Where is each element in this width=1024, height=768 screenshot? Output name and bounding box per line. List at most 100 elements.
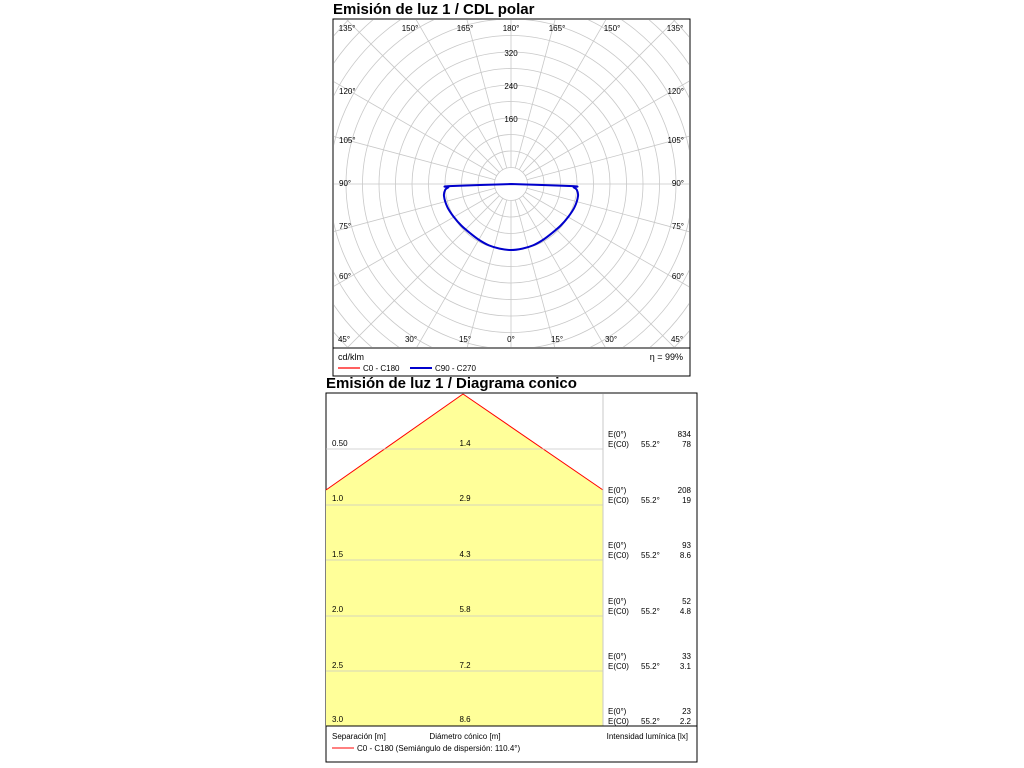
- polar-spoke: [334, 136, 496, 181]
- cone-edge-left: [325, 393, 464, 491]
- polar-spoke: [525, 80, 689, 177]
- polar-spoke: [514, 20, 556, 169]
- radial-label: 320: [504, 49, 518, 58]
- top-angle-label: 150°: [604, 24, 621, 33]
- diameter-value: 1.4: [459, 439, 471, 448]
- right-angle-label: 75°: [672, 222, 684, 231]
- e0-value: 834: [678, 430, 692, 439]
- cone-title: Emisión de luz 1 / Diagrama conico: [326, 375, 577, 392]
- diameter-value: 4.3: [459, 550, 471, 559]
- polar-efficiency: η = 99%: [650, 352, 683, 362]
- ec0-value: 8.6: [680, 551, 692, 560]
- top-angle-label: 150°: [402, 24, 419, 33]
- polar-spoke: [522, 20, 676, 173]
- right-angle-label: 90°: [672, 179, 684, 188]
- e0-label: E(0°): [608, 652, 627, 661]
- e0-label: E(0°): [608, 541, 627, 550]
- polar-spoke: [522, 195, 675, 347]
- polar-spoke: [525, 191, 689, 288]
- bottom-angle-label: 0°: [507, 335, 515, 344]
- diameter-value: 7.2: [459, 661, 471, 670]
- diameter-axis-label: Diámetro cónico [m]: [429, 732, 500, 741]
- top-angle-label: 180°: [503, 24, 520, 33]
- polar-spoke: [334, 81, 497, 177]
- bottom-angle-label: 30°: [605, 335, 617, 344]
- diameter-value: 5.8: [459, 605, 471, 614]
- e0-value: 93: [682, 541, 691, 550]
- spread-angle: 55.2°: [641, 717, 660, 726]
- top-angle-label: 135°: [667, 24, 684, 33]
- polar-spoke: [334, 191, 497, 287]
- polar-spoke: [466, 199, 508, 347]
- lux-axis-label: Intensidad lumínica [lx]: [607, 732, 688, 741]
- spread-angle: 55.2°: [641, 662, 660, 671]
- bottom-angle-label: 15°: [551, 335, 563, 344]
- curve-c90-c270: [442, 183, 580, 252]
- left-angle-label: 105°: [339, 136, 356, 145]
- separation-value: 3.0: [332, 715, 344, 724]
- radial-label: 240: [504, 82, 518, 91]
- polar-title: Emisión de luz 1 / CDL polar: [333, 1, 535, 18]
- bottom-angle-label: 45°: [338, 335, 350, 344]
- separation-value: 2.0: [332, 605, 344, 614]
- bottom-angle-label: 15°: [459, 335, 471, 344]
- cone-legend-label: C0 - C180 (Semiángulo de dispersión: 110…: [357, 744, 520, 753]
- legend-label-c90: C90 - C270: [435, 364, 476, 373]
- polar-spoke: [415, 20, 504, 170]
- polar-spoke: [526, 135, 689, 181]
- top-angle-label: 165°: [549, 24, 566, 33]
- spread-angle: 55.2°: [641, 607, 660, 616]
- left-angle-label: 75°: [339, 222, 351, 231]
- right-angle-label: 120°: [667, 87, 684, 96]
- separation-value: 1.0: [332, 494, 344, 503]
- cone-edge-right: [462, 393, 604, 491]
- top-angle-label: 165°: [457, 24, 474, 33]
- e0-label: E(0°): [608, 430, 627, 439]
- diameter-value: 2.9: [459, 494, 471, 503]
- ec0-value: 78: [682, 440, 691, 449]
- polar-unit: cd/klm: [338, 352, 364, 362]
- e0-value: 208: [678, 486, 692, 495]
- ec0-label: E(C0): [608, 607, 629, 616]
- bottom-angle-label: 30°: [405, 335, 417, 344]
- polar-spoke: [466, 20, 508, 169]
- left-angle-label: 120°: [339, 87, 356, 96]
- ec0-label: E(C0): [608, 551, 629, 560]
- polar-spoke: [514, 199, 556, 347]
- ec0-value: 3.1: [680, 662, 692, 671]
- e0-value: 52: [682, 597, 691, 606]
- spread-angle: 55.2°: [641, 551, 660, 560]
- ec0-value: 19: [682, 496, 691, 505]
- polar-spoke: [346, 20, 500, 173]
- right-angle-label: 60°: [672, 272, 684, 281]
- e0-value: 23: [682, 707, 691, 716]
- right-angle-label: 105°: [667, 136, 684, 145]
- ec0-value: 2.2: [680, 717, 692, 726]
- separation-axis-label: Separación [m]: [332, 732, 386, 741]
- e0-label: E(0°): [608, 707, 627, 716]
- spread-angle: 55.2°: [641, 496, 660, 505]
- e0-label: E(0°): [608, 486, 627, 495]
- top-angle-label: 135°: [339, 24, 356, 33]
- diameter-value: 8.6: [459, 715, 471, 724]
- separation-value: 2.5: [332, 661, 344, 670]
- polar-panel: 135° 150° 165° 180° 165° 150° 135° 45° 3…: [332, 18, 691, 377]
- polar-spoke: [416, 198, 504, 347]
- left-angle-label: 90°: [339, 179, 351, 188]
- polar-frame: [332, 18, 691, 377]
- radial-label: 160: [504, 115, 518, 124]
- polar-spoke: [518, 198, 606, 347]
- separation-value: 0.50: [332, 439, 348, 448]
- polar-spoke: [347, 195, 500, 347]
- polar-grid: [334, 20, 689, 347]
- legend-label-c0: C0 - C180: [363, 364, 400, 373]
- e0-label: E(0°): [608, 597, 627, 606]
- ec0-label: E(C0): [608, 440, 629, 449]
- bottom-angle-label: 45°: [671, 335, 683, 344]
- separation-value: 1.5: [332, 550, 344, 559]
- polar-spoke: [334, 187, 496, 232]
- e0-value: 33: [682, 652, 691, 661]
- ec0-label: E(C0): [608, 662, 629, 671]
- cone-panel: 0.50 1.4 E(0°) E(C0) 55.2° 834 78 1.0 2.…: [325, 392, 698, 763]
